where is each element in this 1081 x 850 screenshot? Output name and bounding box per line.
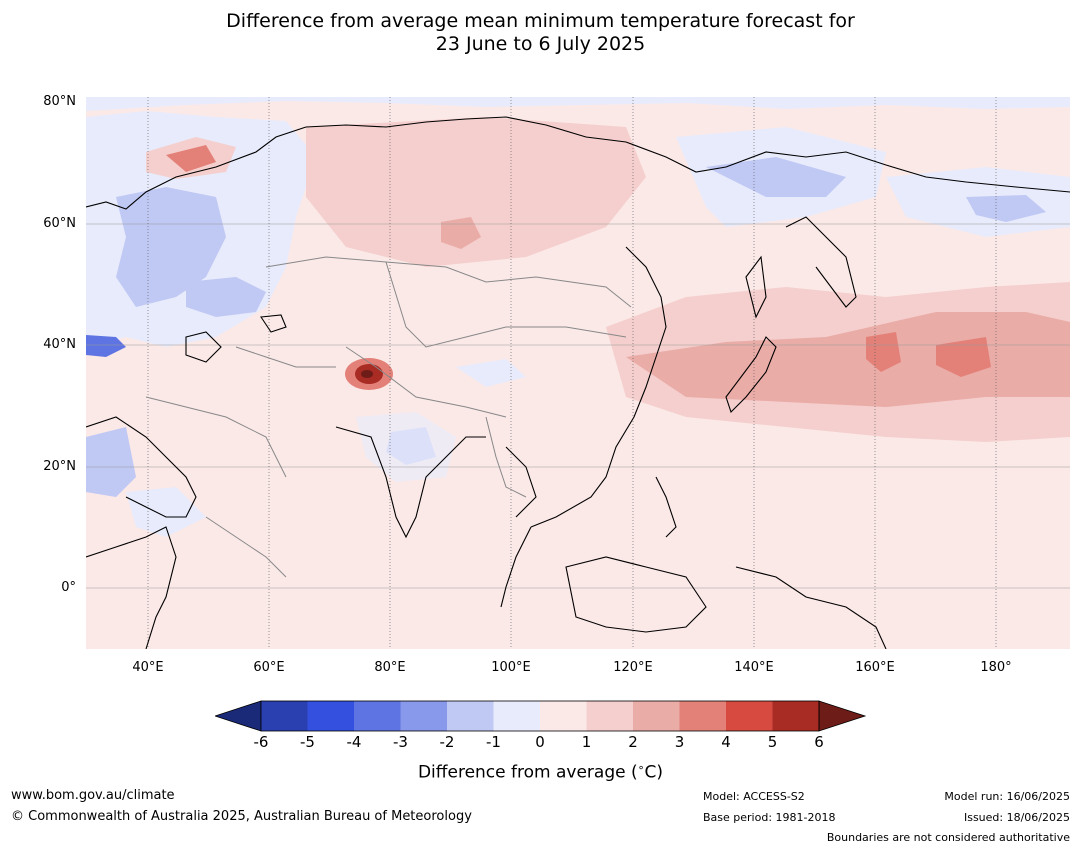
pacific-warm-core [626, 312, 1070, 407]
lon-label-180: 180° [980, 660, 1012, 675]
colorbar-tick-label: 5 [767, 733, 778, 751]
arctic-cool-band [86, 97, 1070, 111]
forecast-map [86, 97, 1070, 649]
siberia-warm [306, 117, 646, 267]
colorbar-tick-label: 4 [721, 733, 731, 751]
colorbar-label: Difference from average (∘C) [417, 761, 664, 783]
colorbar-segment [586, 701, 633, 731]
colorbar-tick-label: -2 [439, 733, 455, 751]
colorbar-segment [679, 701, 726, 731]
colorbar-tick-label: -3 [393, 733, 408, 751]
colorbar-segment [772, 701, 819, 731]
coastlines [86, 116, 1070, 649]
colorbar-tick-label: 1 [581, 733, 592, 751]
colorbar-extend-low [215, 700, 262, 732]
model-run-text: Model run: 16/06/2025 [944, 790, 1070, 803]
colorbar-segment [307, 701, 354, 731]
colorbar-tick-label: -1 [486, 733, 501, 751]
europe-cool-core [116, 187, 226, 307]
scandinavia-warm-core [166, 145, 216, 172]
lon-label-60e: 60°E [253, 660, 285, 675]
colorbar-tick-label: 3 [674, 733, 685, 751]
country-borders [145, 256, 632, 578]
colorbar-tick-label: 6 [814, 733, 824, 751]
lon-label-80e: 80°E [374, 660, 406, 675]
title-line-2: 23 June to 6 July 2025 [435, 33, 646, 55]
colorbar-tick-label: -6 [253, 733, 269, 751]
map-svg [86, 97, 1070, 649]
base-period-text: Base period: 1981-2018 [703, 811, 836, 824]
arabia-cool [86, 427, 136, 497]
lat-label-60n: 60°N [43, 216, 76, 231]
longitude-gridlines [147, 97, 997, 649]
website-text: www.bom.gov.au/climate [11, 788, 175, 803]
copyright-text: © Commonwealth of Australia 2025, Austra… [11, 809, 472, 824]
colorbar-segment [447, 701, 494, 731]
lon-label-160e: 160°E [855, 660, 895, 675]
colorbar-segment [540, 701, 587, 731]
caspian-cool-core [86, 335, 126, 357]
model-text: Model: ACCESS-S2 [703, 790, 805, 803]
colorbar-tick-label: -4 [346, 733, 362, 751]
colorbar-segment [354, 701, 401, 731]
lat-label-80n: 80°N [43, 94, 76, 109]
colorbar-tick-label: 2 [628, 733, 638, 751]
colorbar-segment [261, 701, 308, 731]
map-title: Difference from average mean minimum tem… [0, 10, 1081, 56]
colorbar-extend-high [818, 700, 867, 732]
colorbar-tick-label: -5 [300, 733, 315, 751]
colorbar-segment [493, 701, 540, 731]
colorbar-segment [726, 701, 773, 731]
issued-text: Issued: 18/06/2025 [963, 811, 1070, 824]
colorbar-segment [633, 701, 680, 731]
lat-label-0: 0° [61, 580, 76, 595]
lat-label-40n: 40°N [43, 337, 76, 352]
title-line-1: Difference from average mean minimum tem… [226, 10, 855, 32]
lat-label-20n: 20°N [43, 459, 76, 474]
colorbar [215, 700, 867, 732]
lon-label-100e: 100°E [491, 660, 531, 675]
colorbar-tick-label: 0 [535, 733, 545, 751]
colorbar-segment [400, 701, 447, 731]
lon-label-120e: 120°E [613, 660, 653, 675]
lon-label-140e: 140°E [734, 660, 774, 675]
disclaimer-text: Boundaries are not considered authoritat… [826, 831, 1070, 844]
lon-label-40e: 40°E [132, 660, 164, 675]
latitude-gridlines [86, 223, 1070, 589]
